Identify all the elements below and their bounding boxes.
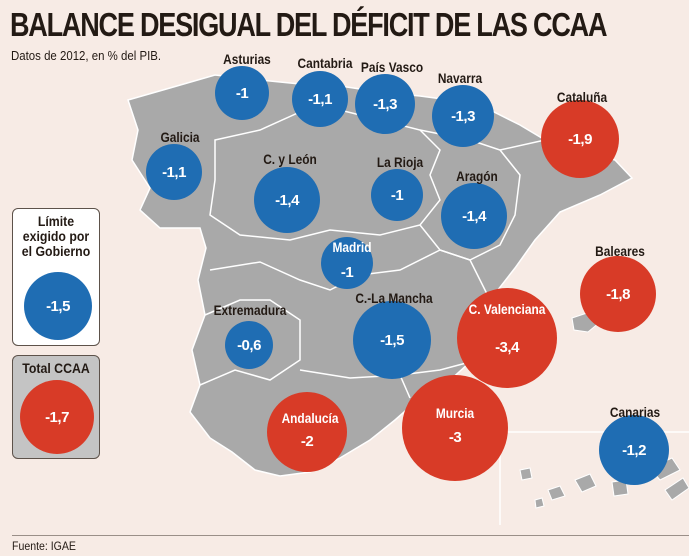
region-label: Cantabria xyxy=(297,55,353,71)
region-bubble: -1 xyxy=(215,66,269,120)
region-label: Murcia xyxy=(435,405,475,421)
region-bubble: -1,5 xyxy=(353,301,431,379)
footer-divider xyxy=(12,535,689,536)
region-bubble: -1,1 xyxy=(146,144,202,200)
region-bubble: -1,2 xyxy=(599,415,669,485)
page-title: BALANCE DESIGUAL DEL DÉFICIT DE LAS CCAA xyxy=(10,6,607,43)
region-bubble: -1,4 xyxy=(441,183,507,249)
region-bubble: -1,3 xyxy=(355,74,415,134)
region-label: Extremadura xyxy=(213,302,287,318)
region-label: Baleares xyxy=(595,243,645,259)
region-label: País Vasco xyxy=(360,59,424,75)
region-bubble: -1 xyxy=(321,237,373,289)
region-bubble: -1 xyxy=(371,169,423,221)
region-label: Madrid xyxy=(332,239,372,255)
legend-total-bubble: -1,7 xyxy=(20,380,94,454)
region-label: Andalucía xyxy=(281,410,339,426)
canarias-islands xyxy=(519,457,689,509)
legend-limit-label: Límite exigido por el Gobierno xyxy=(21,213,91,259)
source-note: Fuente: IGAE xyxy=(12,539,76,553)
legend-limit-bubble: -1,5 xyxy=(24,272,92,340)
region-bubble: -1,4 xyxy=(254,167,320,233)
region-label: C.-La Mancha xyxy=(355,290,433,306)
region-label: Navarra xyxy=(437,70,483,86)
legend-limit: Límite exigido por el Gobierno -1,5 xyxy=(12,208,100,346)
legend-total-label: Total CCAA xyxy=(22,360,90,376)
region-label: Asturias xyxy=(223,51,271,67)
region-label: Canarias xyxy=(609,404,661,420)
region-bubble: -1,3 xyxy=(432,85,494,147)
region-bubble: -3,4 xyxy=(457,288,557,388)
subtitle: Datos de 2012, en % del PIB. xyxy=(11,48,162,63)
region-bubble: -1,8 xyxy=(580,256,656,332)
region-label: C. y León xyxy=(263,151,317,167)
region-bubble: -3 xyxy=(402,375,508,481)
region-label: Aragón xyxy=(456,168,498,184)
legend-total: Total CCAA -1,7 xyxy=(12,355,100,459)
region-bubble: -1,9 xyxy=(541,100,619,178)
region-label: Galicia xyxy=(160,129,200,145)
region-bubble: -0,6 xyxy=(225,321,273,369)
region-label: Cataluña xyxy=(556,89,608,105)
region-bubble: -1,1 xyxy=(292,71,348,127)
region-bubble: -2 xyxy=(267,392,347,472)
region-label: C. Valenciana xyxy=(468,301,546,317)
region-label: La Rioja xyxy=(376,154,424,170)
